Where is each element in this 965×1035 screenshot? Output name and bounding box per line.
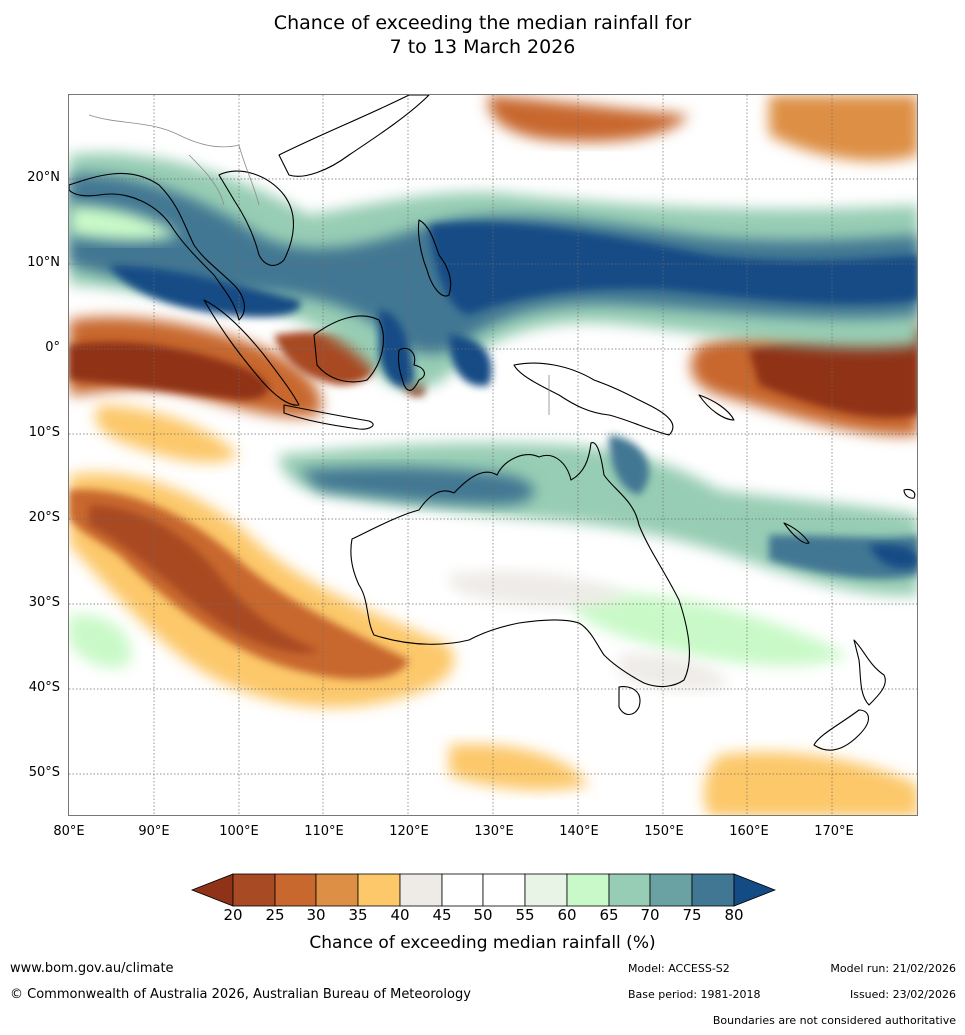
sumatra-coastline xyxy=(203,299,300,406)
coastlines xyxy=(69,95,916,751)
lat-label-20s: 20°S xyxy=(28,510,60,525)
lat-label-30s: 30°S xyxy=(28,595,60,610)
graticule xyxy=(69,95,917,815)
lat-label-40s: 40°S xyxy=(28,680,60,695)
lon-label-110e: 110°E xyxy=(304,824,344,839)
colorbar-box-60-65 xyxy=(566,873,610,907)
lon-label-90e: 90°E xyxy=(138,824,170,839)
new-guinea-coastline xyxy=(513,362,674,436)
colorbar-tick-75: 75 xyxy=(682,906,702,924)
lon-label-160e: 160°E xyxy=(729,824,769,839)
colorbar-tick-50: 50 xyxy=(473,906,493,924)
australia-coastline xyxy=(350,442,690,688)
map-title-line1: Chance of exceeding the median rainfall … xyxy=(273,12,692,34)
indochina-coastline xyxy=(218,170,295,266)
footer-issued: Issued: 23/02/2026 xyxy=(849,988,956,1001)
sulawesi-coastline xyxy=(397,347,425,391)
colorbar-tick-20: 20 xyxy=(223,906,243,924)
colorbar-tick-65: 65 xyxy=(599,906,619,924)
colorbar-tick-40: 40 xyxy=(390,906,410,924)
colorbar-tick-80: 80 xyxy=(724,906,744,924)
lon-label-170e: 170°E xyxy=(814,824,854,839)
footer-url: www.bom.gov.au/climate xyxy=(10,961,174,976)
colorbar-box-30-35 xyxy=(315,873,359,907)
lat-label-20n: 20°N xyxy=(27,170,60,185)
south-china-coastline xyxy=(278,95,430,177)
footer-disclaimer: Boundaries are not considered authoritat… xyxy=(712,1014,956,1027)
footer-copyright: © Commonwealth of Australia 2026, Austra… xyxy=(10,987,471,1002)
colorbar-tick-35: 35 xyxy=(348,906,368,924)
colorbar-box-70-75 xyxy=(649,873,693,907)
colorbar-box-20-25 xyxy=(232,873,276,907)
colorbar-tick-25: 25 xyxy=(265,906,285,924)
colorbar-box-25-30 xyxy=(274,873,317,907)
lat-label-10n: 10°N xyxy=(27,255,60,270)
colorbar-tick-70: 70 xyxy=(640,906,660,924)
colorbar-low-arrow xyxy=(190,873,234,907)
lon-label-150e: 150°E xyxy=(644,824,684,839)
colorbar-box-65-70 xyxy=(608,873,651,907)
lat-label-10s: 10°S xyxy=(28,425,60,440)
solomon-islands-coastline xyxy=(698,394,735,421)
colorbar-label: Chance of exceeding median rainfall (%) xyxy=(309,933,656,953)
colorbar-high-arrow xyxy=(733,873,776,907)
mainland-asia-coastline xyxy=(69,172,245,321)
colorbar-tick-60: 60 xyxy=(557,906,577,924)
philippines-coastline xyxy=(417,219,452,297)
lon-label-100e: 100°E xyxy=(219,824,259,839)
footer-model: Model: ACCESS-S2 xyxy=(628,962,730,975)
country-borders xyxy=(88,114,550,415)
rainfall-probability-map xyxy=(68,94,918,816)
colorbar-box-50-55 xyxy=(482,873,526,907)
colorbar-box-75-80 xyxy=(691,873,735,907)
new-zealand-south-coastline xyxy=(813,709,869,751)
borneo-coastline xyxy=(313,315,384,383)
colorbar-box-55-60 xyxy=(524,873,568,907)
lon-label-120e: 120°E xyxy=(389,824,429,839)
lon-label-80e: 80°E xyxy=(53,824,85,839)
neutral-regions xyxy=(448,571,729,691)
lat-label-equator: 0° xyxy=(45,340,60,355)
java-coastline xyxy=(283,404,374,430)
colorbar-tick-55: 55 xyxy=(515,906,535,924)
fiji-coastline xyxy=(903,488,916,499)
footer-model-run: Model run: 21/02/2026 xyxy=(830,962,956,975)
colorbar xyxy=(190,873,776,907)
new-zealand-north-coastline xyxy=(853,639,886,706)
colorbar-box-35-40 xyxy=(357,873,401,907)
colorbar-tick-45: 45 xyxy=(432,906,452,924)
tasmania-coastline xyxy=(618,686,641,716)
lon-label-130e: 130°E xyxy=(474,824,514,839)
colorbar-tick-30: 30 xyxy=(306,906,326,924)
footer-base-period: Base period: 1981-2018 xyxy=(628,988,761,1001)
colorbar-box-40-45 xyxy=(399,873,443,907)
new-caledonia-coastline xyxy=(783,522,810,544)
colorbar-box-45-50 xyxy=(441,873,484,907)
map-canvas xyxy=(69,95,917,815)
lon-label-140e: 140°E xyxy=(559,824,599,839)
lat-label-50s: 50°S xyxy=(28,765,60,780)
map-title-line2: 7 to 13 March 2026 xyxy=(389,36,576,58)
